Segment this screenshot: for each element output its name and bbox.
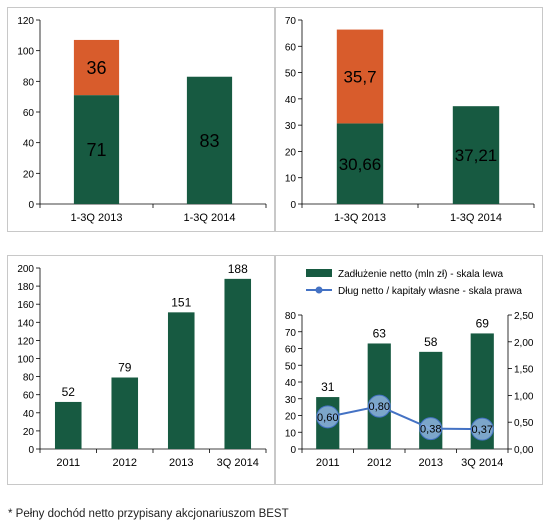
y2-tick-label: 2,50 xyxy=(514,311,534,322)
y-tick-label: 60 xyxy=(23,108,35,119)
y-tick-label: 70 xyxy=(285,328,297,339)
x-tick-label: 1-3Q 2013 xyxy=(334,212,386,224)
bar-value-label: 30,66 xyxy=(339,155,382,174)
y-tick-label: 10 xyxy=(285,174,297,185)
y-tick-label: 140 xyxy=(17,318,34,329)
x-tick-label: 3Q 2014 xyxy=(461,457,503,469)
y2-tick-label: 0,00 xyxy=(514,445,534,456)
y-tick-label: 80 xyxy=(23,77,35,88)
chart-equity: 0 20 40 60 80 100 120 140 160 180 200 2011 2012 2013 3… xyxy=(17,262,267,469)
y-tick-label: 100 xyxy=(17,355,34,366)
x-tick-label: 1-3Q 2014 xyxy=(450,212,502,224)
x-tick-label: 2013 xyxy=(419,457,443,469)
ratio-point xyxy=(316,405,340,429)
y-tick-label: 50 xyxy=(285,361,297,372)
x-tick-label: 3Q 2014 xyxy=(217,457,259,469)
y-tick-label: 0 xyxy=(28,200,34,211)
y-tick-label: 80 xyxy=(23,373,35,384)
y2-tick-label: 1,00 xyxy=(514,391,534,402)
x-tick-label: 2011 xyxy=(316,457,340,469)
y-tick-label: 40 xyxy=(23,139,35,150)
bar-value-label: 151 xyxy=(171,295,191,309)
ratio-point xyxy=(470,417,494,441)
y-tick-label: 120 xyxy=(17,336,34,347)
footnote: * Pełny dochód netto przypisany akcjonar… xyxy=(8,508,289,520)
bar xyxy=(167,312,195,449)
y-tick-label: 0 xyxy=(290,445,296,456)
chart-net-profit: 0 20 40 60 80 100 120 1-3Q 2013 1-3Q 2014 71 36 83 xyxy=(17,16,267,224)
y-tick-label: 60 xyxy=(23,391,35,402)
bar xyxy=(452,106,500,204)
chart-panel-equity: 0 20 40 60 80 100 120 140 160 180 200 2011 2012 2013 3… xyxy=(7,255,275,485)
y-tick-label: 0 xyxy=(28,445,34,456)
y-tick-label: 80 xyxy=(285,311,297,322)
y-tick-label: 30 xyxy=(285,395,297,406)
legend-label-ratio: Dług netto / kapitały własne - skala pra… xyxy=(338,286,522,297)
bar-value-label: 79 xyxy=(118,361,132,375)
y2-tick-label: 1,50 xyxy=(514,365,534,376)
y-tick-label: 10 xyxy=(285,428,297,439)
legend-label-debt: Zadłużenie netto (mln zł) - skala lewa xyxy=(338,269,504,280)
bar-value-label: 69 xyxy=(476,316,490,330)
bar-value-label: 37,21 xyxy=(455,146,498,165)
y-tick-label: 40 xyxy=(285,95,297,106)
bar xyxy=(224,278,252,449)
y2-tick-label: 2,00 xyxy=(514,338,534,349)
y-tick-label: 70 xyxy=(285,16,297,27)
bar-value-label: 31 xyxy=(321,380,335,394)
y-tick-label: 30 xyxy=(285,121,297,132)
bar-value-label: 35,7 xyxy=(343,68,376,87)
ratio-value-label: 0,80 xyxy=(369,401,390,413)
bar-value-label: 71 xyxy=(86,140,106,160)
chart-panel-net-profit: 0 20 40 60 80 100 120 1-3Q 2013 1-3Q 2014 71 36 83 xyxy=(7,7,275,232)
y-tick-label: 160 xyxy=(17,300,34,311)
y-tick-label: 20 xyxy=(23,169,35,180)
bar xyxy=(186,76,233,204)
x-tick-label: 2011 xyxy=(56,457,80,469)
ratio-point xyxy=(367,394,391,418)
x-tick-label: 2013 xyxy=(169,457,193,469)
y2-tick-label: 0,50 xyxy=(514,418,534,429)
bar-value-label: 83 xyxy=(199,131,219,151)
bar xyxy=(336,123,384,204)
y-tick-label: 100 xyxy=(17,47,34,58)
chart-panel-net-debt: 0 10 20 30 40 50 60 70 80 2011 2012 2013 3Q 2014 0,00… xyxy=(275,255,543,485)
chart-panel-eps: 0 10 20 30 40 50 60 70 1-3Q 2013 1-3Q 2014 30,66 35… xyxy=(275,7,543,232)
x-tick-label: 2012 xyxy=(113,457,137,469)
y-tick-label: 200 xyxy=(17,264,34,275)
ratio-point xyxy=(419,417,443,441)
bar xyxy=(111,377,139,449)
legend-swatch-debt xyxy=(306,269,332,277)
bar xyxy=(54,401,82,449)
y-tick-label: 20 xyxy=(23,427,35,438)
legend-marker-ratio xyxy=(315,286,323,294)
y-tick-label: 40 xyxy=(285,378,297,389)
x-tick-label: 2012 xyxy=(367,457,391,469)
bar xyxy=(73,95,120,204)
bar-value-label: 58 xyxy=(424,335,438,349)
bar-value-label: 36 xyxy=(86,58,106,78)
y-tick-label: 180 xyxy=(17,282,34,293)
y-tick-label: 120 xyxy=(17,16,34,27)
ratio-line xyxy=(327,405,483,431)
y-tick-label: 0 xyxy=(290,200,296,211)
chart-eps: 0 10 20 30 40 50 60 70 1-3Q 2013 1-3Q 2014 30,66 35… xyxy=(285,16,535,224)
chart-net-debt: 0 10 20 30 40 50 60 70 80 2011 2012 2013 3Q 2014 0,00… xyxy=(285,269,534,469)
y-tick-label: 60 xyxy=(285,42,297,53)
y-tick-label: 60 xyxy=(285,345,297,356)
x-tick-label: 1-3Q 2013 xyxy=(71,212,123,224)
bar-value-label: 63 xyxy=(373,326,387,340)
bar-value-label: 52 xyxy=(62,385,76,399)
bar xyxy=(336,29,384,124)
ratio-value-label: 0,60 xyxy=(317,412,338,424)
x-tick-label: 1-3Q 2014 xyxy=(184,212,236,224)
ratio-value-label: 0,37 xyxy=(472,424,493,436)
y-tick-label: 40 xyxy=(23,409,35,420)
y-tick-label: 20 xyxy=(285,412,297,423)
bar-value-label: 188 xyxy=(228,262,248,276)
y-tick-label: 20 xyxy=(285,147,297,158)
ratio-value-label: 0,38 xyxy=(420,424,441,436)
y-tick-label: 50 xyxy=(285,69,297,80)
bar xyxy=(73,39,120,96)
